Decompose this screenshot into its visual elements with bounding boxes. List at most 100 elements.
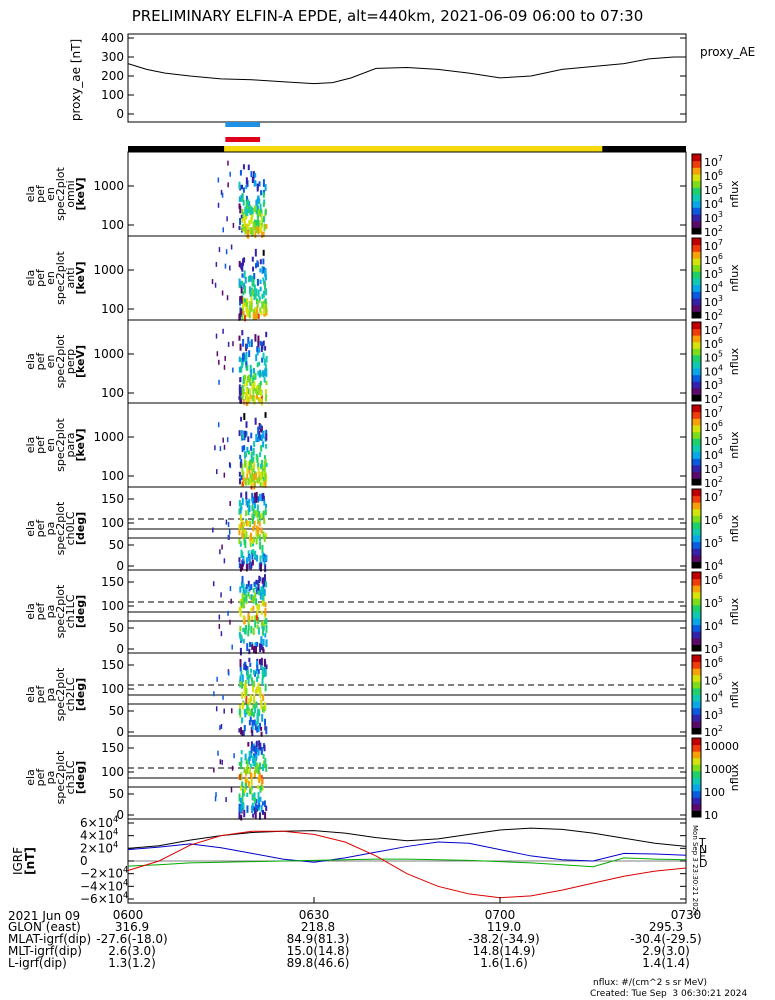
spec-pixel: [261, 801, 264, 806]
spec-pixel-sparse: [220, 723, 223, 729]
spec-pixel: [259, 563, 262, 572]
spec-pixel: [258, 658, 261, 665]
colorbar-segment: [692, 341, 701, 349]
spec-pixel: [264, 472, 267, 481]
spec-pixel: [250, 746, 253, 754]
spec-pixel: [261, 713, 264, 722]
spec-pixel: [253, 719, 256, 726]
ephemeris-value: 218.8: [301, 920, 335, 934]
spec-pixel: [257, 335, 260, 343]
spec-pixel: [244, 206, 247, 213]
colorbar-label: 107: [704, 154, 723, 169]
spec-pixel: [256, 262, 259, 268]
colorbar-segment: [692, 298, 701, 306]
spec-pixel: [256, 714, 259, 723]
spec-pixel: [264, 668, 267, 677]
spec-pixel-sparse: [231, 708, 233, 714]
ae-ylabel: proxy_ae [nT]: [69, 39, 83, 121]
spec-pixel: [242, 583, 245, 589]
spec-pixel: [243, 413, 246, 420]
spec-pixel: [263, 308, 266, 314]
spec-pixel: [265, 394, 268, 402]
spec-pixel: [243, 213, 246, 222]
spec-pixel: [261, 293, 264, 300]
spec-pixel: [251, 504, 254, 511]
spec-pixel: [257, 387, 260, 394]
spec-pixel: [255, 209, 258, 215]
colorbar-segment: [692, 508, 701, 516]
spec-pixel: [252, 171, 255, 179]
spec-pixel: [257, 797, 260, 805]
colorbar-title: nflux: [728, 763, 741, 791]
spec-pixel: [261, 231, 264, 239]
colorbar-label: 105: [704, 182, 723, 197]
spec-pixel: [253, 461, 256, 469]
spec-pixel: [239, 659, 242, 667]
spec-pixel: [244, 679, 247, 685]
spec-pixel: [256, 305, 259, 312]
spec-pixel: [251, 723, 254, 730]
spec-pixel-sparse: [222, 694, 224, 700]
spec-pixel: [252, 368, 255, 374]
spec-ylabel-line: spec2plot: [54, 584, 67, 638]
spec-pixel: [264, 209, 267, 216]
spec-pixel: [242, 588, 245, 596]
created-note: Created: Tue Sep 3 06:30:21 2024: [590, 989, 748, 999]
spec-pixel: [241, 674, 244, 683]
ephemeris-label: GLON (east): [8, 920, 81, 934]
spec-pixel: [249, 788, 252, 795]
spec-ylabel-line: spec2plot: [54, 418, 67, 472]
spec-pixel: [255, 529, 258, 537]
igrf-ytick-label: 6×104: [80, 814, 118, 830]
igrf-line-E: [127, 857, 687, 868]
spec-pixel: [250, 532, 253, 541]
spec-pixel: [255, 613, 258, 621]
spec-ylabel-line: [keV]: [74, 428, 87, 461]
spec-pixel: [242, 398, 245, 405]
spec-pixel: [245, 491, 248, 500]
spec-pixel: [256, 525, 259, 532]
spec-ylabel-line: [deg]: [74, 761, 87, 794]
colorbar-segment: [692, 810, 701, 818]
spec-pixel: [245, 594, 248, 602]
spec-pixel: [258, 776, 261, 783]
spec-pixel: [262, 470, 265, 478]
spec-panel-1: [127, 151, 702, 239]
spec-ylabel-line: pef: [34, 685, 47, 704]
pa-ytick-label: 100: [101, 599, 124, 613]
spec-pixel: [256, 609, 259, 616]
colorbar-label: 104: [704, 196, 723, 211]
spec-pixel: [243, 685, 246, 693]
spec-pixel: [251, 615, 254, 621]
spec-pixel-sparse: [221, 759, 223, 765]
spec-pixel-sparse: [225, 797, 227, 803]
spec-pixel: [255, 495, 258, 503]
spec-pixel: [240, 761, 243, 770]
spec-pixel: [246, 375, 249, 383]
colorbar-segment: [692, 425, 701, 433]
spec-pixel: [264, 305, 267, 313]
spec-pixel: [240, 386, 243, 395]
spec-pixel: [248, 756, 251, 761]
spec-pixel: [253, 520, 256, 528]
spec-ylabel-line: spec2plot: [54, 167, 67, 221]
x-tick-label: 0600: [113, 908, 144, 922]
colorbar-segment: [692, 458, 701, 466]
spec-pixel: [254, 226, 257, 231]
spec-pixel: [239, 169, 242, 176]
spec-pixel: [238, 196, 241, 202]
spec-pixel: [263, 281, 266, 290]
spec-pixel: [257, 209, 260, 216]
spec-pixel: [250, 741, 253, 749]
spec-pixel: [241, 308, 244, 316]
colorbar-segment: [692, 701, 701, 709]
colorbar-segment: [692, 714, 701, 722]
colorbar-segment: [692, 495, 701, 503]
spec-pixel: [251, 708, 254, 717]
spec-pixel: [261, 459, 264, 467]
spec-pixel: [249, 662, 252, 667]
spec-pixel-sparse: [221, 290, 224, 296]
spec-pixel: [240, 785, 243, 791]
spec-pixel: [256, 509, 259, 518]
sidebar-timestamp: Mon Sep 3 23:30:21 2024: [691, 825, 699, 916]
